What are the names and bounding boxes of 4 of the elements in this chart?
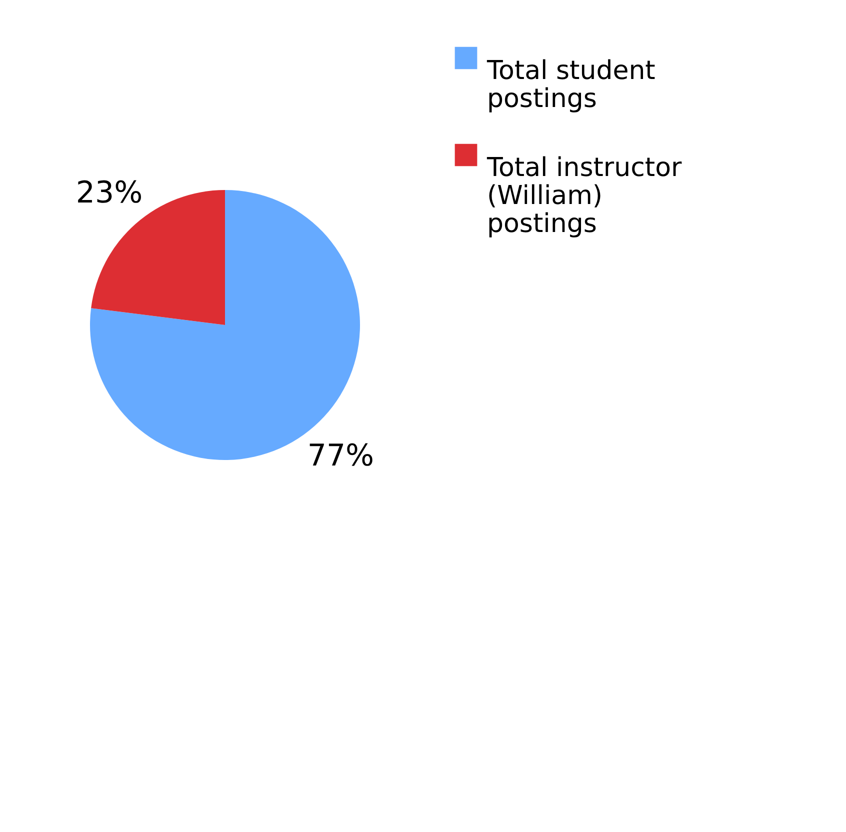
data-label: 77% [307, 438, 374, 474]
legend-label: Total instructor (William) postings [486, 153, 682, 239]
data-label: 23% [76, 176, 143, 211]
legend-label: Total student postings [486, 56, 656, 114]
